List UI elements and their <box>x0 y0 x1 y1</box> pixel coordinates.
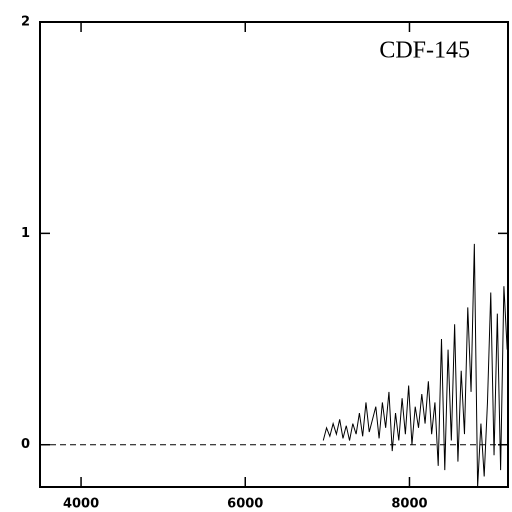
x-tick-label: 4000 <box>63 497 99 512</box>
y-tick-label: 1 <box>21 226 30 241</box>
x-tick-label: 8000 <box>391 497 427 512</box>
plot-frame <box>39 21 509 488</box>
y-tick-label: 0 <box>21 437 30 452</box>
y-tick-label: 2 <box>21 15 30 30</box>
annotation: CDF-145 <box>379 38 470 64</box>
spectrum-line <box>322 243 508 488</box>
x-tick-label: 6000 <box>227 497 263 512</box>
